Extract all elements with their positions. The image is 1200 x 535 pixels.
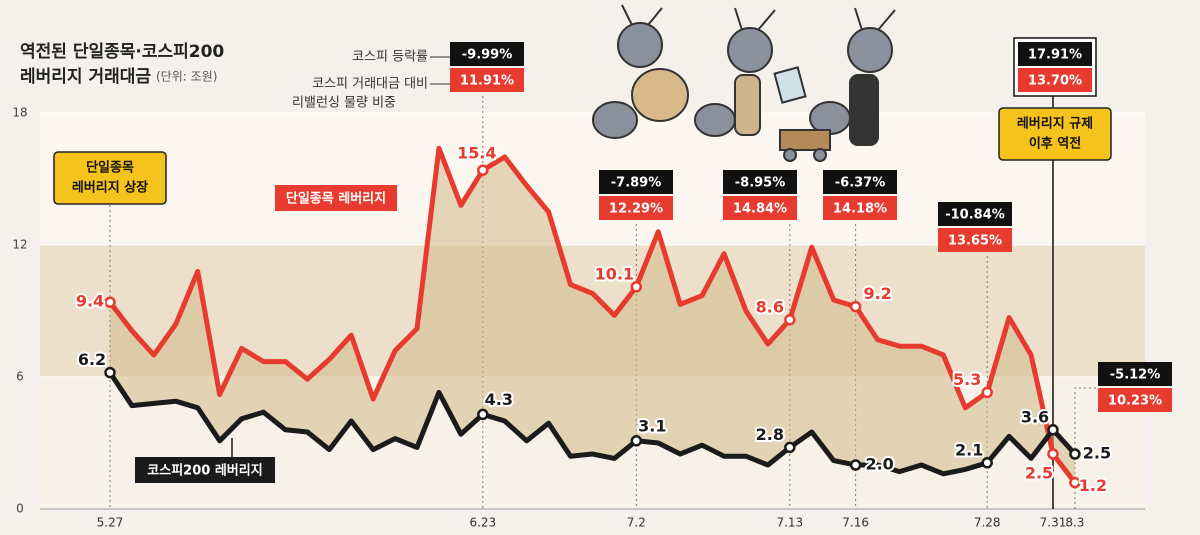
note-text: 레버리지 규제 [1017,116,1093,132]
annotation-box [1098,388,1172,412]
data-label: 6.2 [78,350,106,369]
annotation-change: -10.84% [945,208,1005,223]
series-name: 코스피200 레버리지 [147,463,262,479]
data-label: 8.6 [756,297,784,316]
unit: (단위: 조원) [156,70,217,84]
annotation-change: -5.12% [1110,368,1161,383]
data-label: 9.2 [863,284,891,303]
annotation-ratio: 13.65% [948,234,1002,249]
series-name: 단일종목 레버리지 [286,191,386,207]
note-box [998,107,1112,161]
annotation-ratio: 12.29% [609,202,663,217]
data-label: 1.2 [1079,476,1107,495]
data-label: 2.0 [865,455,893,474]
data-label: 2.8 [756,425,784,444]
annotation-box [450,68,524,92]
ant-illustration [592,4,896,162]
note-text: 이후 역전 [1029,136,1081,152]
point [784,441,796,454]
annotation-box [599,196,673,220]
series-line [107,371,1077,477]
y-tick-label: 6 [16,370,24,384]
data-label: 2.5 [1025,464,1053,483]
data-label: 3.6 [1021,407,1049,426]
point [1069,476,1081,489]
x-tick-label: 7.16 [842,516,869,530]
point [630,435,643,447]
annotation-change: -9.99% [462,48,513,63]
annotation-box [1018,68,1092,92]
annotation-box [450,42,524,66]
annotation-change: -6.37% [835,176,886,191]
point [1047,424,1059,436]
annotation-box [1018,42,1092,66]
point [1069,448,1081,460]
annotation-box [938,228,1012,252]
point [477,408,489,421]
point [477,164,489,176]
annotation-ratio: 10.23% [1108,394,1162,409]
point [1047,448,1059,460]
data-label: 2.1 [955,440,983,459]
plot: 5.27 6.23 7.2 7.13 7.16 7.28 7.31 8.3 9.4 15.4 10.… [53,37,1172,530]
point [784,314,796,326]
note-text: 단일종목 [86,160,134,176]
series-tag [135,457,275,483]
series-tag [275,185,397,211]
annotation-ratio: 13.70% [1028,74,1082,89]
point [630,281,643,293]
area-between [110,148,1075,483]
legend-ratio: 리밸런싱 물량 비중 [292,96,396,111]
x-tick-label: 7.13 [776,516,803,530]
y-tick-label: 12 [12,238,27,252]
x-tick-label: 8.3 [1065,516,1084,530]
title-line: 역전된 단일종목·코스피200 [20,42,224,62]
point [104,296,116,308]
annotation-ratio: 14.84% [733,202,787,217]
annotation-box [823,196,897,220]
point [849,459,862,471]
y-tick-label: 18 [12,106,27,120]
data-label: 5.3 [953,370,981,389]
annotation-change: -8.95% [735,176,786,191]
data-label: 3.1 [638,416,666,435]
annotation-change: -7.89% [611,176,662,191]
series-line [108,145,1077,485]
point [104,366,116,379]
title-line: 레버리지 거래대금 [20,67,151,87]
point [981,386,993,399]
annotation-ratio: 11.91% [460,74,514,89]
x-tick-label: 7.28 [974,516,1001,530]
annotation-ratio: 14.18% [833,202,887,217]
point [849,300,862,313]
annotation-box [823,170,897,194]
y-tick-label: 0 [16,502,24,516]
note-box [53,151,167,205]
x-tick-label: 7.2 [627,516,646,530]
point [981,457,993,469]
x-tick-label: 5.27 [97,516,124,530]
data-label: 15.4 [457,144,496,163]
annotation-box [723,196,797,220]
data-label: 4.3 [485,390,513,409]
annotation-box [938,202,1012,226]
data-label: 9.4 [76,292,104,311]
x-tick-label: 6.23 [469,516,496,530]
data-label: 10.1 [595,264,634,283]
note-text: 레버리지 상장 [72,180,148,196]
x-tick-label: 7.31 [1040,516,1067,530]
annotation-box [723,170,797,194]
legend-ratio: 코스피 거래대금 대비 [312,77,428,92]
data-label: 2.5 [1083,444,1111,463]
annotation-box [1098,362,1172,386]
legend-change: 코스피 등락률 [352,50,428,65]
annotation-change: 17.91% [1028,48,1082,63]
annotation-box [599,170,673,194]
